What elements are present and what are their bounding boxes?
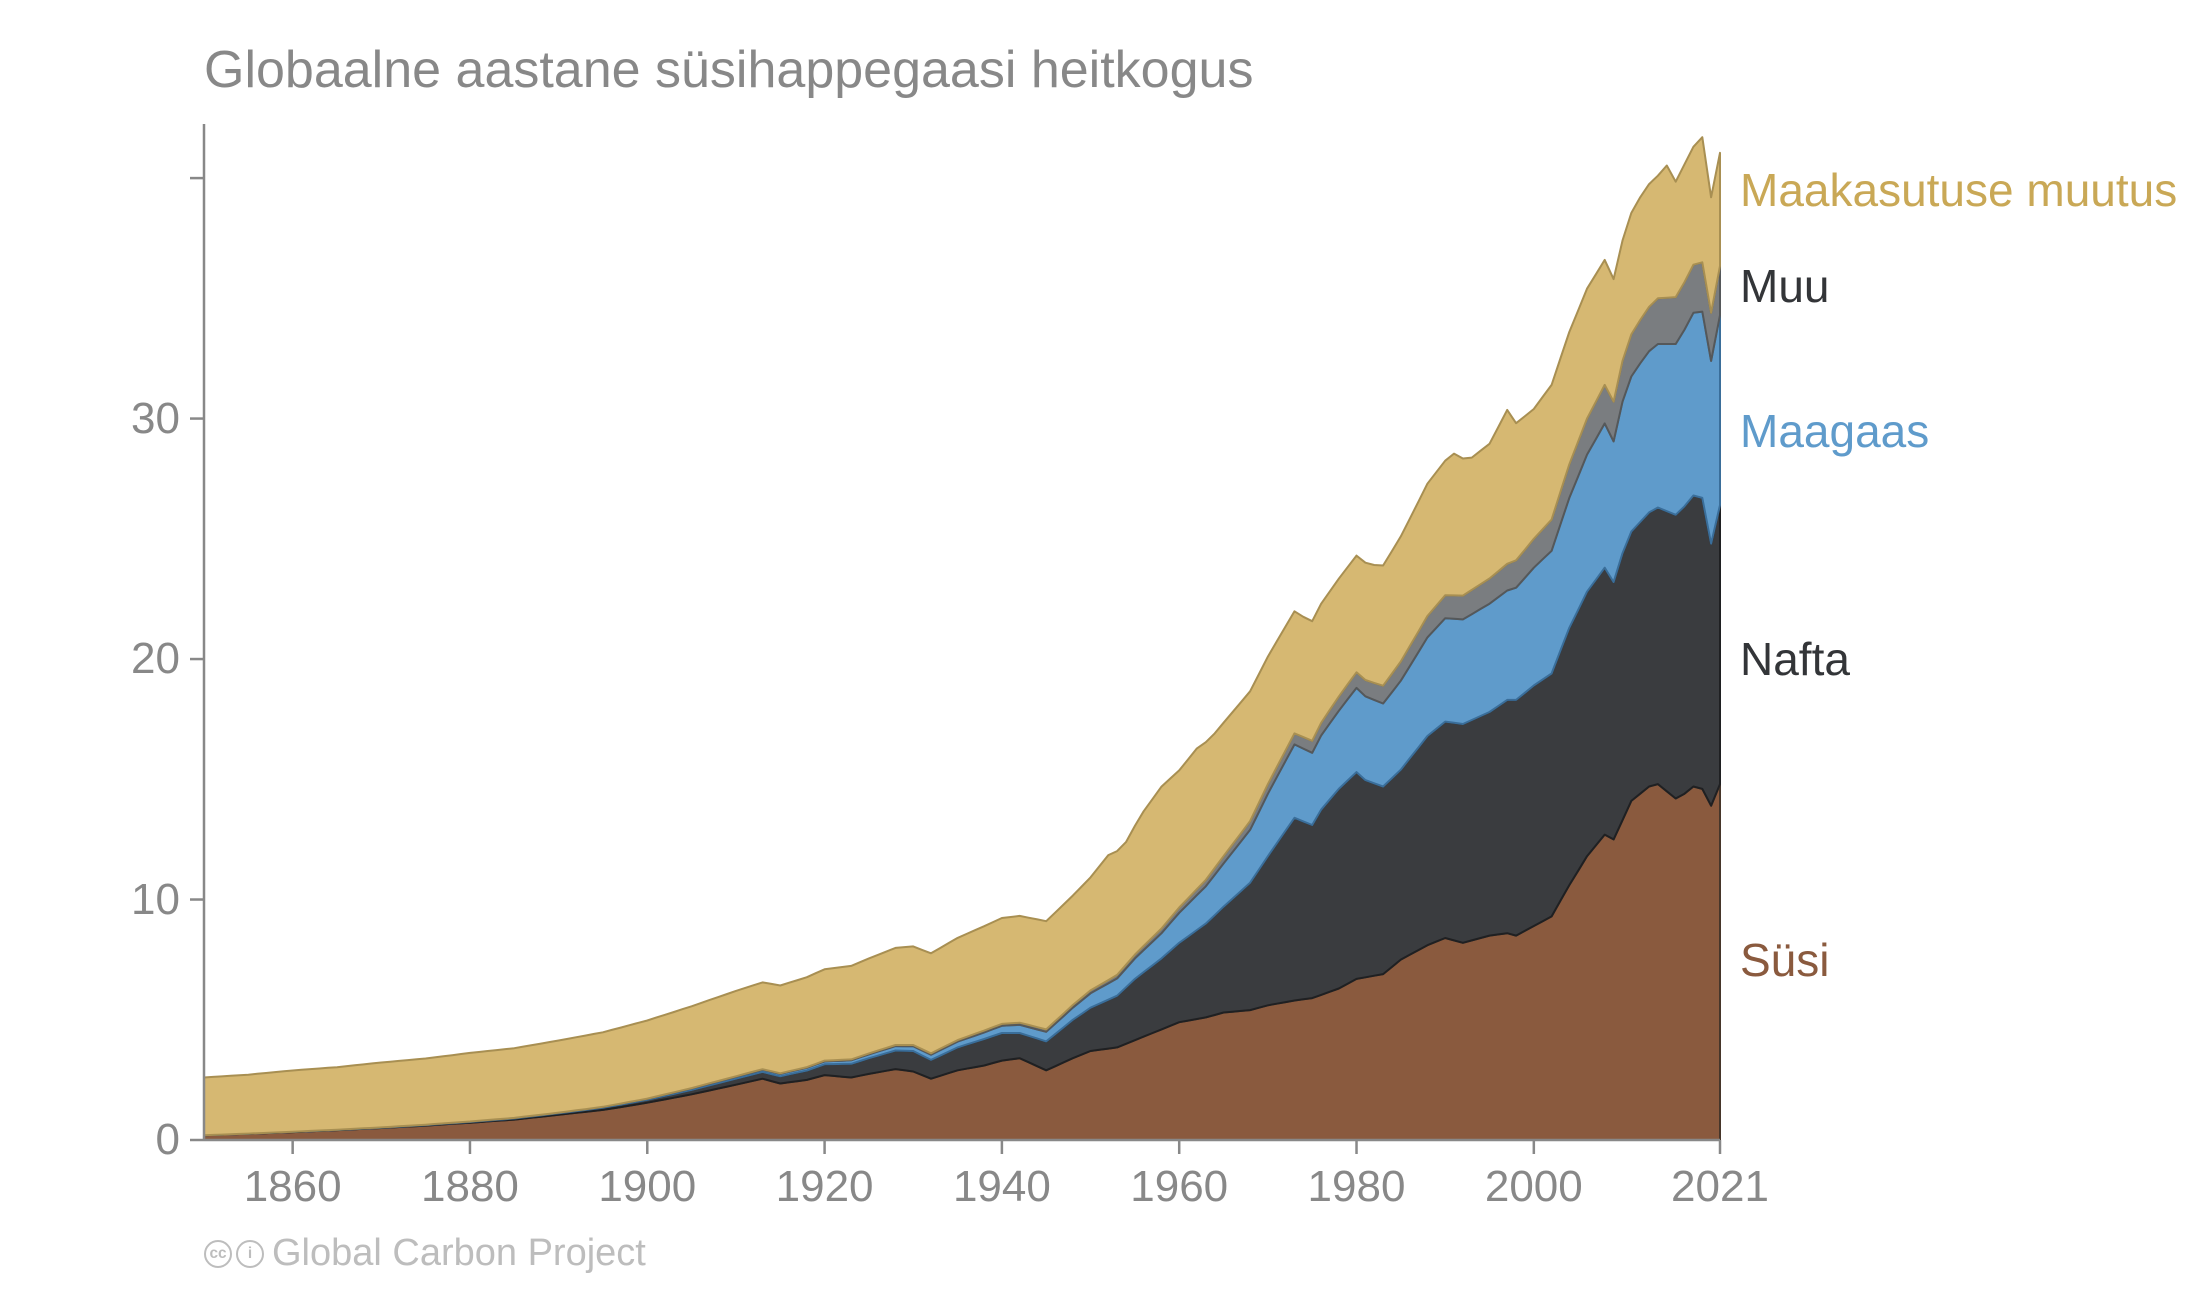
xtick-label: 1900 [598, 1162, 696, 1212]
xtick-label: 1920 [776, 1162, 874, 1212]
series-label-other: Muu [1740, 259, 1829, 313]
cc-icon: cc [204, 1240, 232, 1268]
xtick-label: 1940 [953, 1162, 1051, 1212]
cc-by-icon: i [236, 1240, 264, 1268]
chart-container: Globaalne aastane süsihappegaasi heitkog… [0, 0, 2200, 1303]
xtick-label: 1980 [1308, 1162, 1406, 1212]
series-label-oil: Nafta [1740, 632, 1850, 686]
xtick-label: 2021 [1671, 1162, 1769, 1212]
series-label-gas: Maagaas [1740, 404, 1929, 458]
ytick-label: 30 [131, 394, 180, 444]
xtick-label: 1860 [244, 1162, 342, 1212]
series-label-landuse: Maakasutuse muutus [1740, 163, 2177, 217]
series-label-coal: Süsi [1740, 933, 1829, 987]
xtick-label: 1880 [421, 1162, 519, 1212]
ytick-label: 0 [156, 1115, 180, 1165]
xtick-label: 1960 [1130, 1162, 1228, 1212]
xtick-label: 2000 [1485, 1162, 1583, 1212]
attribution: cc i Global Carbon Project [204, 1232, 646, 1275]
ytick-label: 20 [131, 634, 180, 684]
cc-badge: cc i [204, 1240, 264, 1268]
attribution-text: Global Carbon Project [272, 1232, 646, 1275]
ytick-label: 10 [131, 875, 180, 925]
